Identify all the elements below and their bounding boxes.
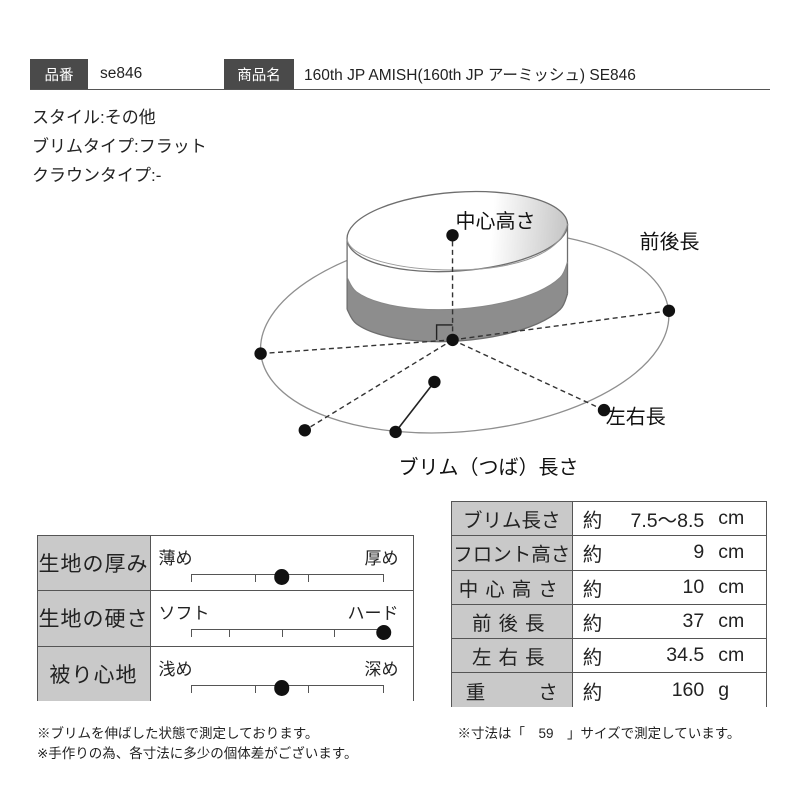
svg-text:前後長: 前後長 (640, 231, 700, 254)
svg-text:左右長: 左右長 (606, 405, 666, 428)
svg-text:ブリム（つば）長さ: ブリム（つば）長さ (399, 455, 579, 479)
svg-text:中心高さ: 中心高さ (456, 210, 536, 233)
